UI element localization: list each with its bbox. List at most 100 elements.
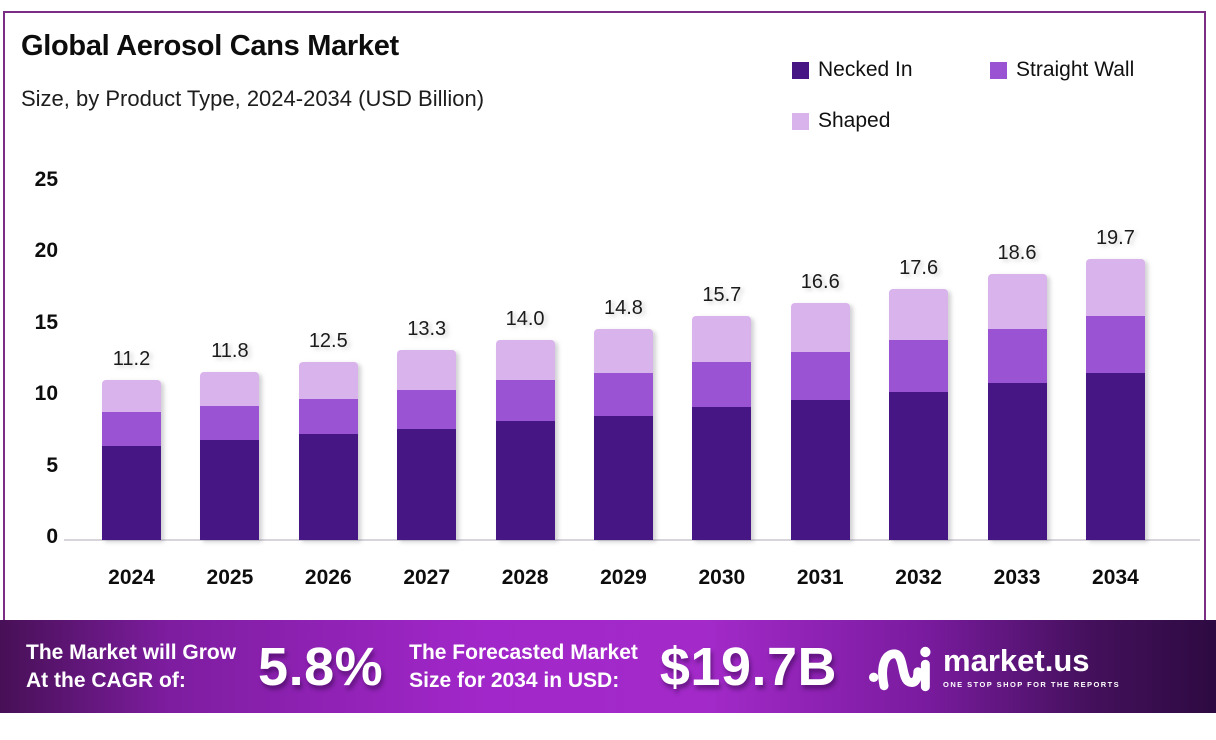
bar-value-label: 14.8 [603,296,643,319]
bar-segment-straight-wall [495,380,555,422]
bar-segment-shaped [593,328,653,373]
bar-value-label: 18.6 [997,242,1037,265]
bar-segment-necked-in [889,391,949,540]
bar-stack: 14.0 [495,308,555,540]
legend-item-necked-in: Necked In [792,58,990,82]
bar-value-label: 11.8 [211,339,249,362]
bar-stack: 12.5 [298,330,358,540]
bar-value-label: 13.3 [407,318,447,341]
bar-stack: 13.3 [397,318,457,540]
bar-segment-straight-wall [692,361,752,408]
y-axis: 0 5 10 15 20 25 [16,169,58,548]
cagr-label-line1: The Market will Grow [26,641,237,665]
legend-item-straight-wall: Straight Wall [990,58,1134,82]
bar-segment-necked-in [1085,372,1145,540]
bar-segment-necked-in [397,428,457,540]
bar-stack: 11.8 [200,340,260,540]
x-axis-label: 2034 [1092,566,1139,589]
page-subtitle: Size, by Product Type, 2024-2034 (USD Bi… [21,86,485,111]
legend-item-shaped: Shaped [792,109,990,133]
bar-segment-necked-in [593,415,653,540]
bar-group-2024: 11.2 2024 [102,348,161,589]
x-axis-line [64,539,1200,541]
bar-stack: 17.6 [889,257,949,540]
chart-legend: Necked In Straight Wall Shaped [792,58,1192,133]
bar-stack: 14.8 [593,297,653,540]
bar-group-2026: 12.5 2026 [298,330,358,589]
y-axis-tick-label: 25 [34,168,58,191]
y-axis-tick-label: 15 [34,310,58,334]
bar-segment-necked-in [200,440,260,540]
bar-value-label: 12.5 [308,329,348,352]
bar-value-label: 15.7 [702,283,742,306]
y-axis-tick-label: 5 [46,453,58,477]
bar-group-2033: 18.6 2033 [987,242,1047,589]
x-axis-label: 2028 [501,566,549,589]
x-axis-label: 2026 [304,566,352,589]
bar-stack: 15.7 [692,284,752,540]
brand-name: market.us [943,642,1090,678]
cagr-value: 5.8% [258,636,384,697]
bar-group-2034: 19.7 2034 [1085,227,1145,589]
bar-group-2030: 15.7 2030 [692,284,752,589]
cagr-label-line2: At the CAGR of: [26,668,186,692]
bar-group-2027: 13.3 2027 [397,318,457,589]
bar-plot: 11.2 2024 11.8 2025 12.5 2026 13.3 2027 14.0 2028… [102,183,1145,589]
market-us-logo-icon [869,646,931,691]
bar-segment-straight-wall [987,328,1047,383]
legend-swatch [792,61,809,79]
y-axis-tick-label: 10 [34,382,58,406]
bar-segment-shaped [987,274,1047,329]
forecast-label: The Forecasted Market Size for 2034 in U… [409,639,638,694]
x-axis-label: 2030 [698,566,746,589]
bar-stack: 18.6 [987,242,1047,540]
bar-segment-straight-wall [397,390,457,429]
forecast-label-line1: The Forecasted Market [409,641,638,665]
bar-group-2029: 14.8 2029 [593,297,653,589]
page-title: Global Aerosol Cans Market [21,30,399,62]
bar-segment-necked-in [102,445,161,540]
forecast-value: $19.7B [659,636,838,697]
x-axis-label: 2033 [993,566,1041,589]
brand-text: market.us ONE STOP SHOP FOR THE REPORTS [943,645,1120,689]
bar-segment-necked-in [987,382,1047,540]
cagr-label: The Market will Grow At the CAGR of: [26,639,236,694]
bar-segment-shaped [298,361,358,399]
legend-swatch [792,112,809,130]
bar-segment-shaped [692,315,752,362]
bar-segment-straight-wall [200,405,260,441]
x-axis-label: 2027 [403,566,451,589]
bar-segment-necked-in [790,400,850,540]
y-axis-tick-label: 0 [46,525,58,548]
legend-label: Necked In [818,58,913,81]
bar-segment-necked-in [692,407,752,540]
bar-value-label: 19.7 [1095,226,1135,249]
legend-label: Straight Wall [1016,58,1135,81]
brand-logo: market.us ONE STOP SHOP FOR THE REPORTS [869,639,1120,695]
bar-segment-straight-wall [889,340,949,392]
bar-segment-shaped [1085,258,1145,316]
bar-segment-necked-in [495,421,555,540]
legend-swatch [990,61,1007,79]
y-axis-tick-label: 20 [34,239,58,263]
bar-segment-shaped [200,371,260,406]
bar-segment-shaped [102,380,161,412]
bar-stack: 11.2 [102,348,161,540]
bar-value-label: 14.0 [505,308,545,331]
bar-group-2025: 11.8 2025 [200,340,260,589]
x-axis-label: 2029 [600,566,647,589]
x-axis-label: 2032 [895,566,942,589]
bar-segment-shaped [889,288,949,341]
bar-segment-straight-wall [790,351,850,401]
forecast-label-line2: Size for 2034 in USD: [409,668,620,692]
bar-stack: 16.6 [790,271,850,540]
chart-area: 0 5 10 15 20 25 11.2 2024 11.8 2025 12.5 2026 13.3 2… [16,169,1200,589]
bottom-banner: The Market will Grow At the CAGR of: 5.8… [0,620,1216,713]
bar-segment-straight-wall [593,372,653,416]
legend-label: Shaped [818,109,891,132]
bar-stack: 19.7 [1085,227,1145,540]
bar-group-2032: 17.6 2032 [889,257,949,589]
brand-tagline: ONE STOP SHOP FOR THE REPORTS [943,679,1121,689]
bar-value-label: 17.6 [899,256,939,279]
bar-segment-shaped [495,340,555,381]
